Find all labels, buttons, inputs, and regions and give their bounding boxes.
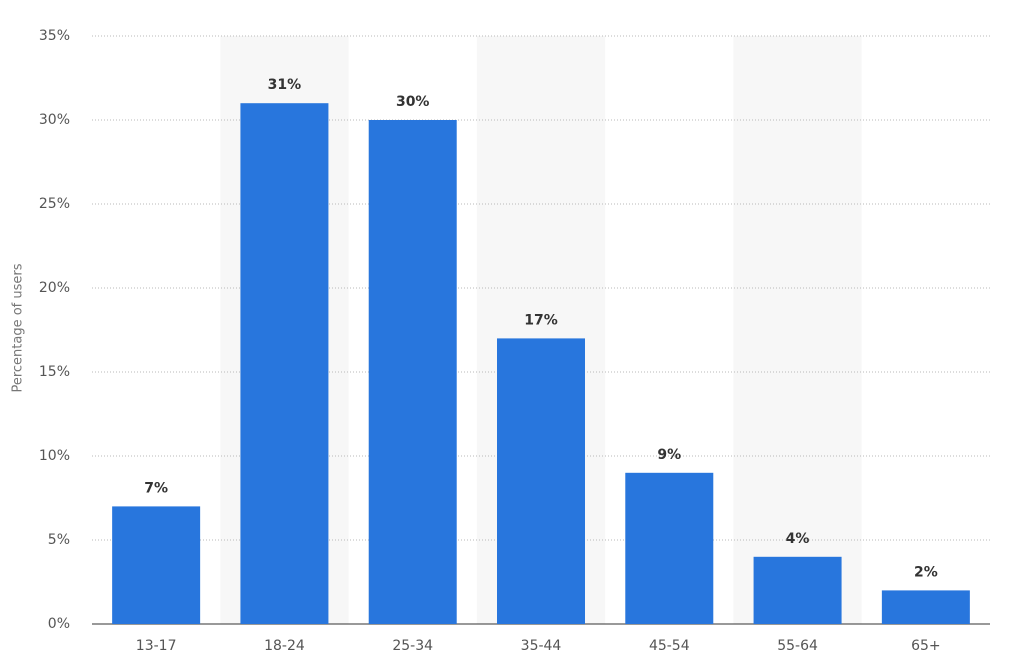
bar	[625, 472, 714, 624]
value-label: 17%	[524, 312, 558, 328]
y-tick-label: 35%	[39, 28, 70, 44]
y-tick-label: 10%	[39, 448, 70, 464]
x-tick-label: 35-44	[521, 638, 562, 654]
bar	[753, 556, 842, 624]
bar	[881, 590, 970, 624]
value-label: 2%	[914, 564, 938, 580]
x-tick-label: 65+	[911, 638, 941, 654]
y-tick-label: 30%	[39, 112, 70, 128]
value-label: 7%	[144, 480, 168, 496]
value-label: 9%	[657, 447, 681, 463]
value-label: 30%	[396, 94, 430, 110]
x-tick-label: 45-54	[649, 638, 690, 654]
x-tick-label: 13-17	[136, 638, 177, 654]
y-tick-label: 20%	[39, 280, 70, 296]
bar	[240, 103, 329, 624]
y-tick-label: 5%	[48, 532, 70, 548]
x-tick-label: 18-24	[264, 638, 305, 654]
value-label: 4%	[786, 531, 810, 547]
band-shade	[733, 36, 862, 624]
y-tick-label: 0%	[48, 616, 70, 632]
bar	[368, 120, 457, 624]
y-tick-label: 15%	[39, 364, 70, 380]
y-tick-label: 25%	[39, 196, 70, 212]
x-tick-label: 55-64	[777, 638, 818, 654]
bar	[497, 338, 585, 624]
value-label: 31%	[268, 77, 302, 93]
bar	[112, 506, 201, 624]
x-tick-label: 25-34	[392, 638, 433, 654]
y-axis-label: Percentage of users	[11, 263, 26, 392]
